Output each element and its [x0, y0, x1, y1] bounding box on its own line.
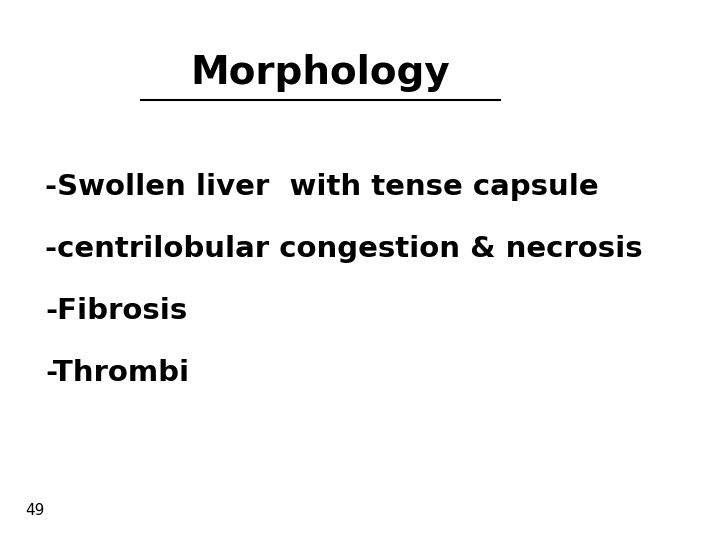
- Text: -Swollen liver  with tense capsule: -Swollen liver with tense capsule: [45, 173, 598, 201]
- Text: -Fibrosis: -Fibrosis: [45, 297, 187, 325]
- Text: 49: 49: [26, 503, 45, 518]
- Text: -centrilobular congestion & necrosis: -centrilobular congestion & necrosis: [45, 235, 642, 263]
- Text: -Thrombi: -Thrombi: [45, 359, 189, 387]
- Text: Morphology: Morphology: [191, 54, 451, 92]
